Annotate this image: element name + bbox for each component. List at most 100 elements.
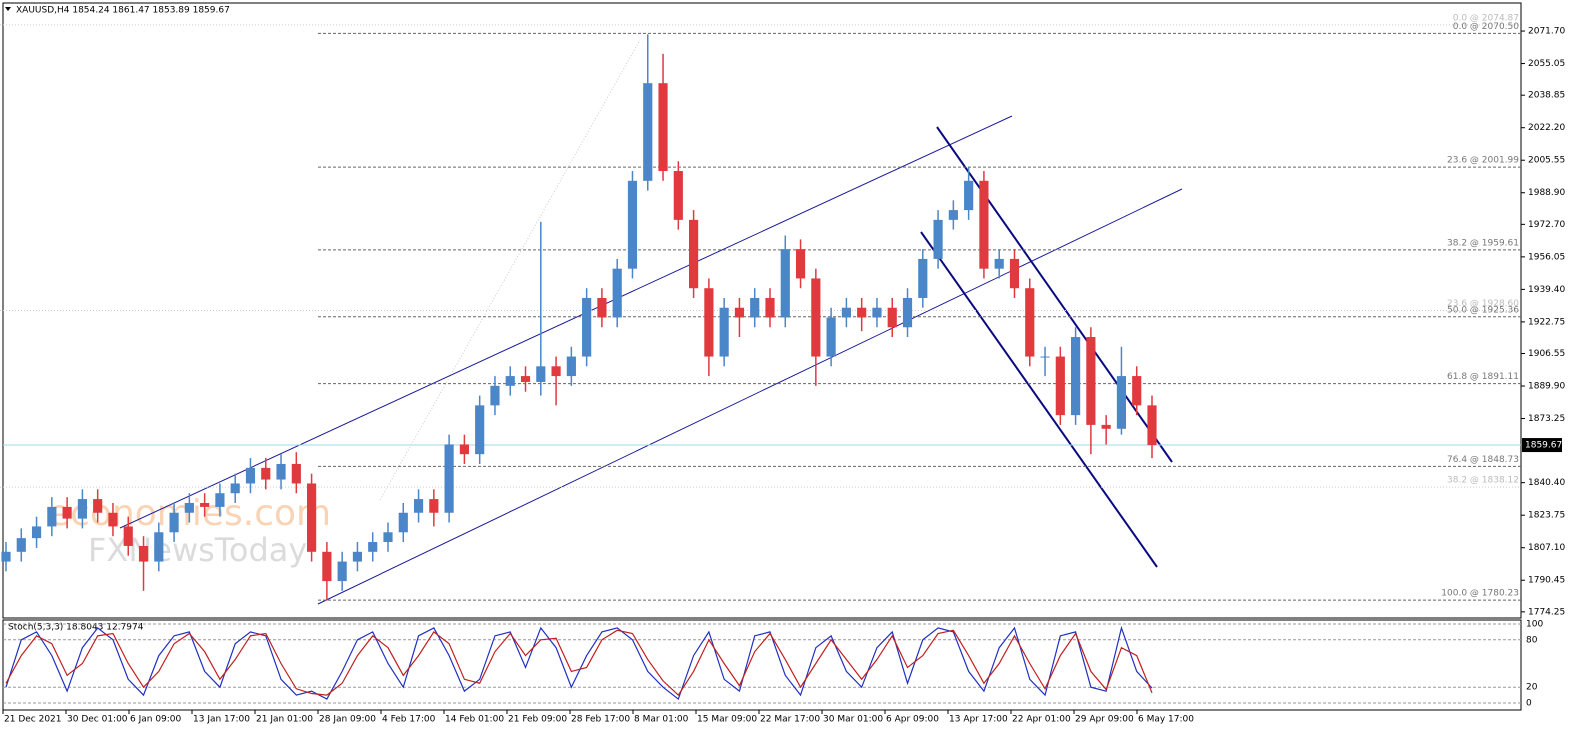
candle-body	[948, 210, 958, 220]
candle-body	[612, 268, 622, 318]
candle-body	[582, 297, 592, 357]
candle-body	[780, 249, 790, 318]
candle-body	[750, 297, 760, 318]
candle-body	[459, 444, 469, 455]
candle-body	[811, 278, 821, 357]
fib-label: 100.0 @ 1780.23	[1441, 589, 1519, 599]
candle-body	[1132, 376, 1142, 406]
fib-label: 23.6 @ 1928.60	[1447, 299, 1519, 309]
indicator-tick-label: 0	[1526, 699, 1532, 709]
candle-body	[184, 502, 194, 513]
indicator-tick-label: 80	[1526, 635, 1538, 645]
candle-body	[795, 249, 806, 279]
candle-body	[352, 551, 363, 562]
candle-body	[261, 467, 271, 480]
x-tick-label: 28 Feb 17:00	[571, 715, 630, 725]
candle-body	[16, 538, 26, 552]
x-tick-label: 8 Mar 01:00	[634, 715, 689, 725]
fib-label: 61.8 @ 1891.11	[1447, 372, 1519, 382]
candle-body	[734, 307, 745, 318]
x-tick-label: 6 Apr 09:00	[886, 715, 939, 725]
candle-body	[413, 499, 424, 513]
candle-body	[857, 307, 867, 318]
candle-body	[77, 499, 87, 519]
candle-body	[444, 444, 454, 513]
indicator-line	[5, 625, 1153, 701]
y-tick-label: 2022.20	[1528, 123, 1565, 133]
fib-label: 38.2 @ 1838.12	[1447, 476, 1519, 486]
y-tick-label: 1774.25	[1528, 607, 1565, 617]
candle-body	[597, 297, 607, 318]
x-tick-label: 21 Feb 09:00	[508, 715, 567, 725]
x-tick-label: 6 May 17:00	[1138, 715, 1194, 725]
candle-body	[1009, 258, 1020, 289]
candle-body	[964, 180, 974, 211]
channel-line	[317, 188, 1183, 605]
candle-body	[429, 499, 439, 513]
candle-body	[841, 307, 851, 318]
candle-body	[1, 551, 11, 562]
candle-body	[490, 385, 500, 406]
candle-body	[704, 288, 714, 357]
x-tick-label: 30 Dec 01:00	[67, 715, 128, 725]
candle-body	[1071, 337, 1081, 416]
title-arrow	[5, 7, 11, 11]
candle-body	[230, 483, 240, 494]
indicator-tick-label: 100	[1526, 620, 1543, 630]
y-tick-label: 1906.55	[1528, 349, 1565, 359]
y-tick-label: 1988.90	[1528, 188, 1565, 198]
x-tick-label: 30 Mar 01:00	[823, 715, 883, 725]
candle-body	[933, 219, 943, 259]
drawings	[119, 39, 1183, 605]
candle-body	[322, 551, 332, 582]
y-tick-label: 2071.70	[1528, 27, 1565, 37]
fib-trend-line	[379, 39, 641, 501]
candle-body	[108, 512, 118, 527]
y-tick-label: 1889.90	[1528, 382, 1565, 392]
candle-body	[1116, 376, 1127, 429]
current-price-label: 1859.67	[1525, 441, 1562, 451]
indicator-panel	[2, 619, 1522, 711]
y-tick-label: 1823.75	[1528, 511, 1565, 521]
fib-label: 23.6 @ 2001.99	[1447, 156, 1519, 166]
candle-body	[658, 83, 668, 172]
candle-body	[643, 83, 653, 181]
candle-body	[1086, 337, 1096, 425]
candle-body	[536, 366, 546, 382]
indicator-tick-label: 20	[1526, 683, 1538, 693]
fib-label: 50.0 @ 1925.36	[1447, 305, 1519, 315]
y-tick-label: 1922.75	[1528, 317, 1565, 327]
channel-line	[920, 231, 1158, 568]
candle-body	[1025, 288, 1035, 357]
candle-body	[566, 356, 576, 377]
fib-label: 0.0 @ 2070.50	[1453, 22, 1520, 32]
x-tick-label: 6 Jan 09:00	[130, 715, 182, 725]
candle-body	[1147, 405, 1157, 446]
candle-body	[307, 483, 317, 552]
candle-body	[138, 545, 149, 562]
candle-body	[551, 366, 561, 377]
x-tick-label: 15 Mar 09:00	[697, 715, 757, 725]
y-tick-label: 1939.40	[1528, 285, 1565, 295]
candle-body	[872, 307, 882, 318]
x-tick-label: 22 Mar 17:00	[760, 715, 820, 725]
candle-body	[689, 219, 699, 289]
y-tick-label: 2005.55	[1528, 156, 1565, 166]
candle-body	[169, 512, 179, 533]
x-tick-label: 21 Dec 2021	[4, 715, 62, 725]
candle-body	[62, 506, 72, 519]
fib-label: 76.4 @ 1848.73	[1447, 455, 1519, 465]
candle-body	[154, 532, 164, 562]
candle-body	[398, 512, 408, 533]
y-tick-label: 1873.25	[1528, 414, 1565, 424]
candle-body	[673, 171, 683, 220]
x-tick-label: 13 Apr 17:00	[949, 715, 1008, 725]
fib-label: 0.0 @ 2074.87	[1453, 13, 1519, 23]
y-tick-label: 1956.05	[1528, 252, 1565, 262]
candle-body	[887, 307, 897, 328]
candle-body	[276, 463, 286, 480]
candle-body	[902, 297, 913, 328]
candle-body	[627, 180, 638, 269]
